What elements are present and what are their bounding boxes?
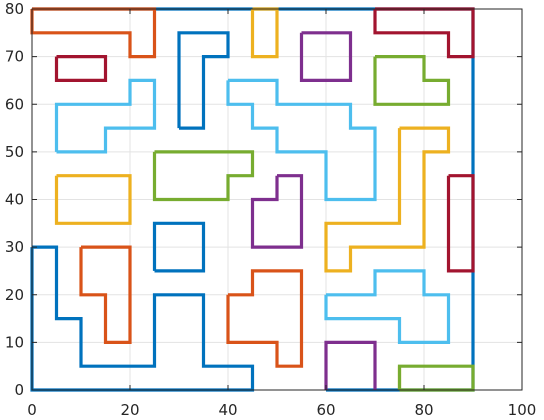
series-path-3-blue [152,221,206,273]
series-path-22-lightblue [324,269,451,344]
series-path-17-green [373,55,451,106]
y-tick-labels: 0 10 20 30 40 50 60 70 80 [5,0,24,399]
y-tick-label-1: 10 [5,333,24,351]
x-tick-label-0: 0 [27,401,37,419]
series-path-6-orange [226,269,304,368]
y-tick-label-2: 20 [5,286,24,304]
series-path-9-yellow [324,126,451,273]
x-tick-label-1: 20 [120,401,139,419]
tick-marks [31,8,523,391]
series-path-12-red [54,55,108,82]
series-path-2-blue [177,31,230,130]
y-tick-label-5: 50 [5,143,24,161]
series-path-5-orange [79,245,132,344]
y-tick-label-7: 70 [5,48,24,66]
series-path-19-green [397,364,475,392]
series-path-0-blue [30,245,255,392]
series-path-8-yellow [54,174,132,225]
series-path-13-red [446,174,475,273]
series-path-21-lightblue [226,78,377,202]
series-path-18-green [152,150,255,202]
series-path-20-lightblue [54,78,157,154]
series-path-14-purple [299,31,353,82]
x-tick-label-4: 80 [414,401,433,419]
y-tick-label-8: 80 [5,0,24,18]
y-tick-label-3: 30 [5,238,24,256]
x-tick-label-2: 40 [218,401,237,419]
y-tick-label-0: 0 [14,381,24,399]
series-path-16-purple [324,340,377,390]
y-tick-label-4: 40 [5,191,24,209]
x-tick-labels: 0 20 40 60 80 100 [27,401,536,419]
series-path-7-yellow [250,7,279,59]
y-tick-label-6: 60 [5,95,24,113]
x-tick-label-3: 60 [316,401,335,419]
x-tick-label-5: 100 [508,401,537,419]
series-path-4-orange [30,7,157,59]
series-path-15-purple [250,174,304,249]
